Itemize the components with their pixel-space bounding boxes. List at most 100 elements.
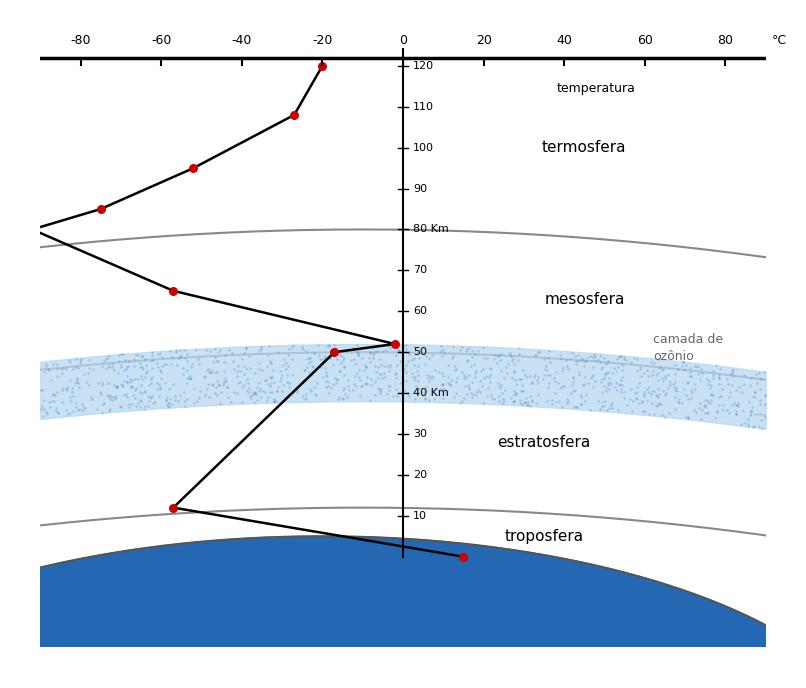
Point [375, 384, 388, 395]
Point [592, 396, 604, 407]
Text: 70: 70 [413, 266, 427, 275]
Point [367, 352, 380, 363]
Point [104, 404, 117, 415]
Point [483, 372, 496, 383]
Point [702, 407, 715, 418]
Point [707, 389, 720, 400]
Point [364, 357, 376, 368]
Point [518, 397, 531, 408]
Point [64, 408, 77, 419]
Point [219, 376, 232, 387]
Point [405, 355, 418, 366]
Point [129, 374, 142, 385]
Point [336, 393, 349, 404]
Point [659, 388, 672, 399]
Point [435, 383, 448, 394]
Point [575, 390, 588, 401]
Point [219, 373, 232, 384]
Point [681, 378, 694, 389]
Point [338, 361, 351, 372]
Point [556, 401, 569, 412]
Point [716, 383, 729, 394]
Point [164, 345, 177, 356]
Point [303, 353, 316, 364]
Point [257, 385, 270, 396]
Point [587, 361, 600, 372]
Point [356, 352, 369, 363]
Point [653, 388, 666, 399]
Point [272, 347, 285, 358]
Point [507, 397, 520, 408]
Point [555, 383, 567, 394]
Point [307, 347, 320, 358]
Point [413, 345, 426, 356]
Point [517, 386, 530, 397]
Point [554, 350, 567, 361]
Point [481, 383, 494, 394]
Point [513, 343, 526, 354]
Point [407, 359, 420, 370]
Point [582, 377, 595, 388]
Text: 100: 100 [413, 142, 434, 153]
Point [324, 353, 337, 364]
Point [690, 361, 703, 372]
Point [65, 383, 78, 394]
Point [754, 399, 767, 410]
Point [298, 365, 311, 376]
Point [347, 353, 360, 364]
Point [651, 354, 664, 365]
Point [480, 371, 492, 382]
Point [669, 392, 682, 403]
Point [260, 361, 273, 372]
Point [521, 399, 534, 410]
Point [285, 341, 298, 352]
Point [318, 354, 331, 365]
Point [213, 380, 226, 391]
Point [449, 376, 462, 387]
Point [754, 408, 767, 419]
Point [540, 361, 553, 372]
Point [298, 393, 311, 404]
Point [638, 389, 650, 400]
Point [515, 374, 528, 385]
Point [26, 224, 39, 235]
Point [129, 385, 142, 396]
Point [594, 356, 607, 367]
Point [351, 347, 364, 358]
Point [693, 397, 706, 408]
Point [489, 350, 502, 361]
Point [617, 354, 630, 365]
Point [642, 370, 654, 381]
Point [240, 343, 253, 354]
Point [561, 394, 574, 405]
Point [570, 355, 583, 366]
Point [276, 369, 289, 380]
Point [383, 385, 396, 396]
Point [458, 372, 471, 383]
Point [375, 368, 388, 379]
Point [638, 406, 651, 417]
Point [588, 354, 601, 365]
Point [529, 350, 542, 361]
Point [118, 354, 131, 365]
Point [439, 387, 452, 398]
Point [133, 361, 146, 372]
Point [210, 367, 223, 378]
Point [570, 358, 583, 369]
Point [678, 383, 691, 394]
Point [353, 391, 366, 402]
Point [173, 350, 186, 361]
Point [469, 348, 482, 359]
Point [139, 386, 152, 397]
Point [577, 380, 590, 391]
Point [408, 342, 421, 353]
Point [613, 352, 625, 363]
Point [729, 409, 742, 420]
Point [409, 380, 422, 391]
Point [415, 345, 428, 356]
Point [154, 381, 167, 392]
Point [746, 421, 759, 432]
Point [613, 378, 626, 389]
Point [376, 373, 388, 384]
Point [67, 364, 80, 375]
